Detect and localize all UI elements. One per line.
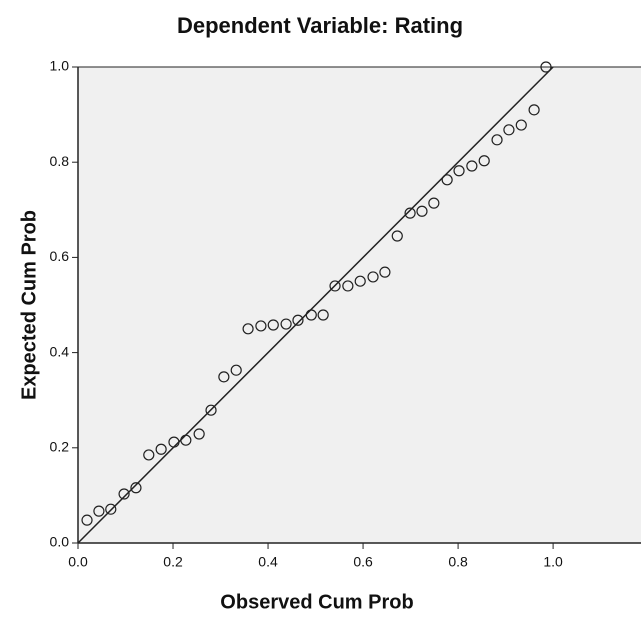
point	[143, 449, 155, 461]
point	[93, 505, 105, 517]
y-tick-label: 0.8	[50, 153, 70, 169]
point	[515, 119, 527, 131]
chart-title: Dependent Variable: Rating	[177, 13, 463, 38]
reference-line	[77, 66, 554, 544]
point	[130, 482, 142, 494]
point	[317, 309, 329, 321]
x-axis-label: Observed Cum Prob	[220, 591, 413, 613]
point	[540, 61, 552, 73]
x-tick-label: 0.6	[353, 554, 373, 570]
x-tick-label: 0.8	[448, 554, 468, 570]
x-tick-label: 0.4	[258, 554, 278, 570]
point	[453, 165, 465, 177]
point	[193, 428, 205, 440]
point	[280, 318, 292, 330]
point	[379, 266, 391, 278]
point	[329, 280, 341, 292]
point	[180, 434, 192, 446]
y-tick-label: 0.0	[50, 534, 70, 550]
point	[305, 309, 317, 321]
point	[205, 404, 217, 416]
y-tick-label: 1.0	[50, 58, 70, 74]
point	[441, 174, 453, 186]
y-tick-label: 0.6	[50, 248, 70, 264]
y-axis-label: Expected Cum Prob	[18, 210, 40, 400]
point	[466, 160, 478, 172]
point	[255, 320, 267, 332]
point	[528, 104, 540, 116]
y-tick-label: 0.2	[50, 439, 70, 455]
point	[354, 275, 366, 287]
point	[416, 205, 428, 217]
point	[81, 514, 93, 526]
point	[242, 323, 254, 335]
point	[367, 271, 379, 283]
x-tick-label: 0.0	[68, 554, 88, 570]
point	[428, 197, 440, 209]
point	[404, 207, 416, 219]
x-tick-label: 1.0	[543, 554, 563, 570]
plot-area	[78, 67, 641, 543]
point	[155, 443, 167, 455]
point	[478, 155, 490, 167]
point	[168, 436, 180, 448]
point	[391, 230, 403, 242]
point	[491, 134, 503, 146]
x-tick-label: 0.2	[163, 554, 183, 570]
point	[105, 503, 117, 515]
point	[218, 371, 230, 383]
point	[230, 364, 242, 376]
point	[267, 319, 279, 331]
y-tick-label: 0.4	[50, 343, 70, 359]
point	[503, 124, 515, 136]
point	[292, 314, 304, 326]
point	[118, 488, 130, 500]
point	[342, 280, 354, 292]
